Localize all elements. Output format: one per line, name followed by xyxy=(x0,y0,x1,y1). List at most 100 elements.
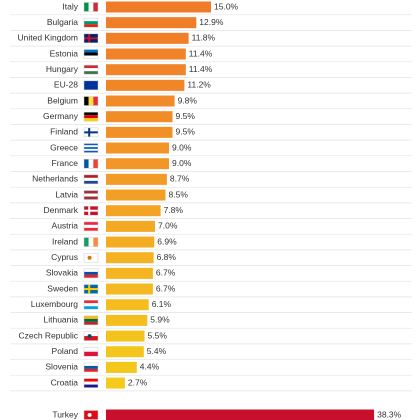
category-label: Germany xyxy=(43,111,79,121)
flag-stripe xyxy=(84,71,98,75)
bar xyxy=(106,1,211,13)
value-label: 9.5% xyxy=(176,111,196,121)
bar xyxy=(106,158,169,170)
category-label: Sweden xyxy=(47,283,78,293)
category-label: Bulgaria xyxy=(47,17,78,27)
bar xyxy=(106,48,186,60)
category-label: Cyprus xyxy=(51,252,78,262)
flag-stripe xyxy=(84,227,98,231)
flag-stripe xyxy=(84,336,98,341)
flag-stripe xyxy=(84,21,98,25)
flag-stripe xyxy=(84,147,98,149)
value-label: 15.0% xyxy=(214,1,239,11)
category-label: Denmark xyxy=(44,205,79,215)
flag-border xyxy=(83,331,99,341)
category-label: Turkey xyxy=(52,409,78,419)
value-label: 6.7% xyxy=(156,268,176,278)
category-label: Finland xyxy=(50,127,78,137)
flag xyxy=(83,410,99,420)
category-label: Ireland xyxy=(52,236,78,246)
flag xyxy=(83,64,99,75)
value-label: 9.0% xyxy=(172,158,192,168)
flag-stripe xyxy=(84,347,98,352)
value-label: 8.7% xyxy=(170,174,190,184)
flag-emblem xyxy=(87,255,92,260)
flag-border xyxy=(83,315,99,326)
flag-border xyxy=(83,49,99,59)
flag-border xyxy=(83,96,99,106)
flag-stripe xyxy=(84,224,98,228)
category-label: Slovenia xyxy=(45,362,78,372)
flag-stripe xyxy=(84,68,98,72)
value-label: 38.3% xyxy=(377,409,402,419)
value-label: 9.8% xyxy=(178,95,198,105)
bar xyxy=(106,126,173,138)
flag-stripe xyxy=(84,177,98,181)
flag-stripe xyxy=(84,159,89,169)
flag-border xyxy=(83,190,99,200)
flag-stripe xyxy=(84,196,98,200)
flag-stripe xyxy=(84,150,98,153)
flag-stripe xyxy=(84,49,98,53)
value-label: 7.8% xyxy=(164,205,184,215)
flag-stripe xyxy=(93,159,98,169)
flag-stripe xyxy=(84,331,98,337)
category-label: EU-28 xyxy=(54,80,78,90)
category-label: Czech Republic xyxy=(18,330,78,340)
flag-border xyxy=(83,17,99,28)
flag-border xyxy=(83,205,99,216)
flag xyxy=(83,127,99,138)
flag-stripe xyxy=(84,384,98,388)
flag-stripe xyxy=(84,300,98,304)
flag xyxy=(83,205,99,216)
bar xyxy=(106,142,169,154)
category-label: Hungary xyxy=(46,64,79,74)
flag-stripe xyxy=(84,321,98,325)
value-label: 4.4% xyxy=(140,362,160,372)
flag-stripe xyxy=(93,2,98,12)
flag-stripe xyxy=(93,96,98,106)
category-label: Italy xyxy=(62,1,78,11)
flag-stripe xyxy=(84,274,98,278)
flag-stripe xyxy=(84,268,98,272)
flag-stripe xyxy=(84,65,98,69)
value-label: 5.4% xyxy=(147,346,167,356)
category-label: Lithuania xyxy=(43,315,78,325)
flag-border xyxy=(83,237,99,247)
bar xyxy=(106,95,175,107)
bar xyxy=(106,32,189,44)
flag-stripe xyxy=(84,55,98,59)
flag-emblem xyxy=(87,413,92,417)
flag xyxy=(83,174,99,185)
flag-border xyxy=(83,64,99,75)
flag-stripe xyxy=(84,2,89,12)
flag xyxy=(83,143,99,153)
category-label: Latvia xyxy=(55,189,78,199)
flag-stripe xyxy=(84,180,98,184)
flag-border xyxy=(83,362,99,373)
flag xyxy=(83,49,99,59)
bar xyxy=(106,17,197,29)
flag-stripe xyxy=(84,303,98,307)
category-label: Estonia xyxy=(50,48,79,58)
value-label: 11.2% xyxy=(187,80,211,90)
category-label: Belgium xyxy=(47,95,78,105)
bar xyxy=(106,189,166,201)
flag xyxy=(83,158,99,169)
flag xyxy=(83,221,99,232)
bar xyxy=(106,377,125,389)
flag-cross xyxy=(84,37,98,40)
flag xyxy=(83,17,99,28)
flag-border xyxy=(83,33,99,44)
flag-stripe xyxy=(84,381,98,385)
bar xyxy=(106,111,173,123)
flag-stripe xyxy=(84,271,98,275)
flag-stripe xyxy=(84,24,98,28)
category-label: Poland xyxy=(52,346,79,356)
bar xyxy=(106,173,167,185)
bar xyxy=(106,361,137,373)
flag xyxy=(83,96,99,106)
flag xyxy=(83,331,99,341)
flag-stripe xyxy=(84,378,98,382)
